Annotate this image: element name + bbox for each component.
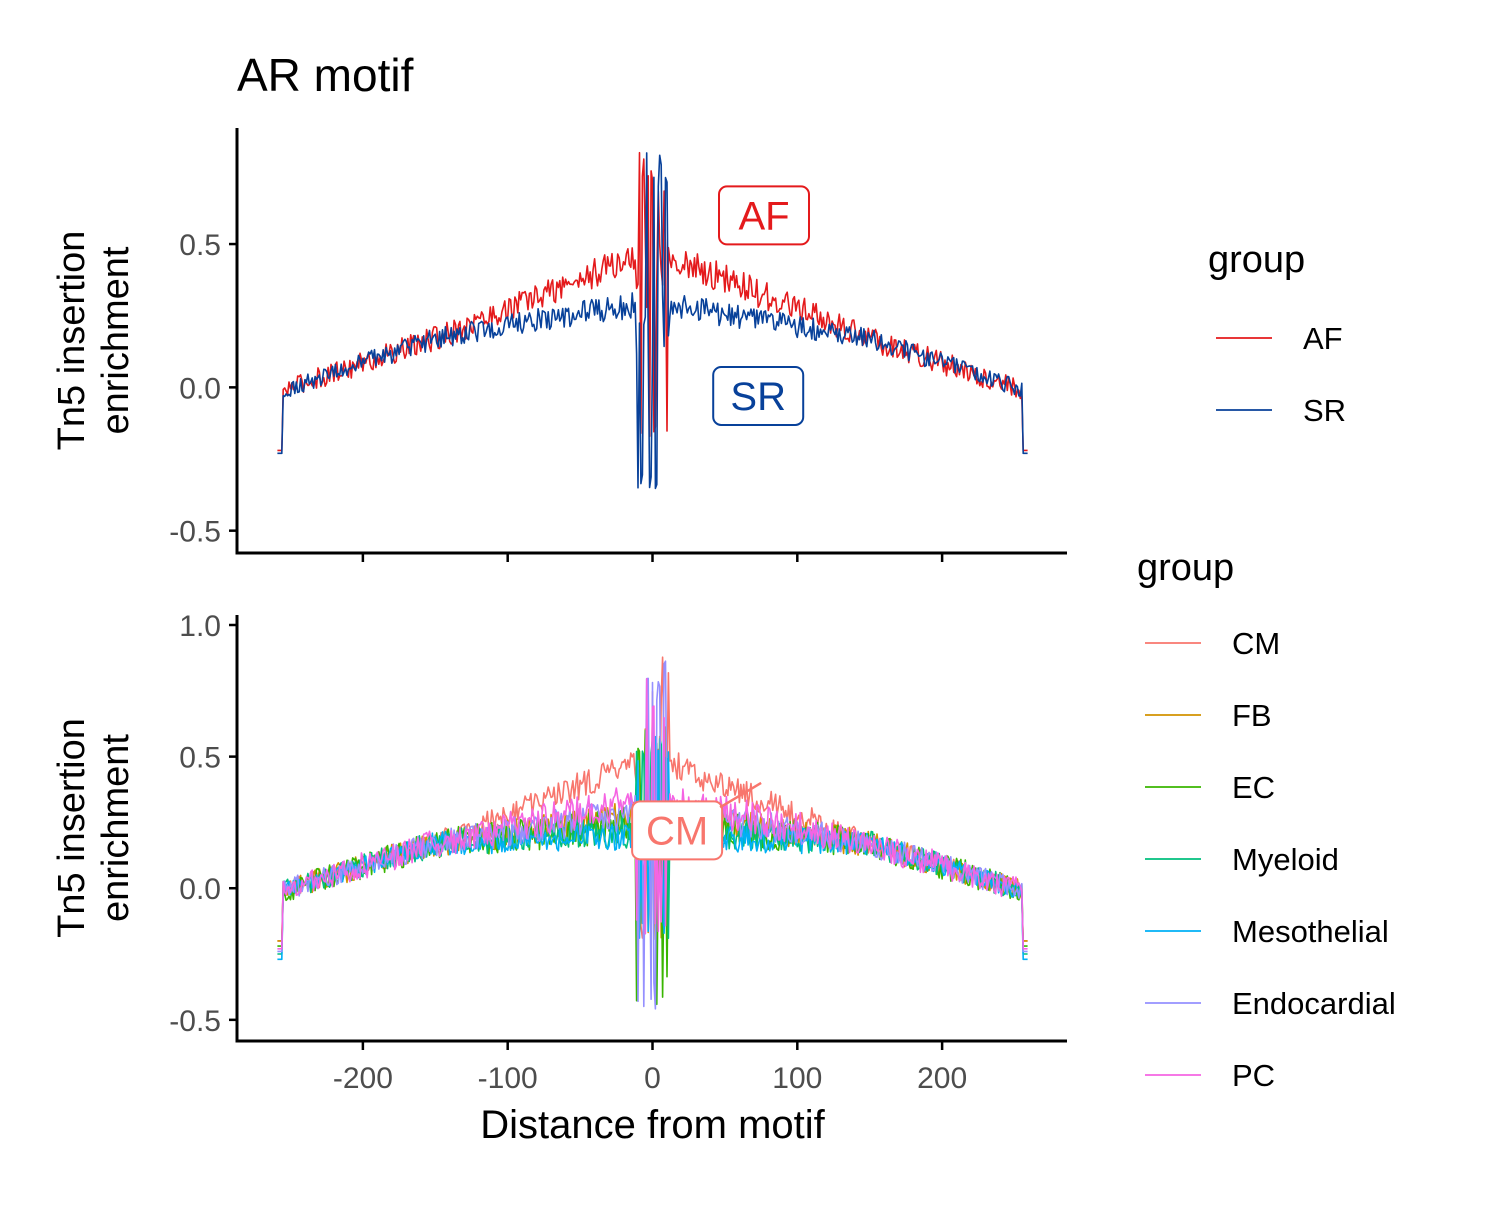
annotation-label-cm: CM	[646, 809, 708, 853]
y-axis-label: Tn5 insertionenrichment	[51, 231, 137, 451]
annotation-box	[631, 800, 724, 861]
y-tick-label: -0.5	[169, 1005, 221, 1038]
panel-bottom: -0.5 0.0 0.5 1.0 -200 -100 0 100 200 Tn5 insertio…	[51, 547, 1396, 1147]
panel-top: -0.5 0.0 0.5 Tn5 insertionenrichment AF SR gro…	[51, 128, 1346, 562]
annotation-label-sr: SR	[730, 375, 786, 419]
y-tick-label: -0.5	[169, 516, 221, 549]
legend-label-pc: PC	[1232, 1058, 1275, 1093]
legend-label-fb: FB	[1232, 698, 1272, 733]
y-tick-label: 1.0	[179, 610, 221, 643]
legend-label-af: AF	[1303, 321, 1343, 356]
legend-label-cm: CM	[1232, 626, 1280, 661]
legend-title: group	[1208, 239, 1305, 281]
x-tick-label: -100	[478, 1062, 538, 1095]
x-tick-label: 100	[772, 1062, 822, 1095]
legend-label-ec: EC	[1232, 770, 1275, 805]
series-line-pc	[277, 678, 1028, 950]
y-tick-label: 0.0	[179, 372, 221, 405]
chart-title: AR motif	[237, 49, 414, 101]
legend-label-myeloid: Myeloid	[1232, 842, 1339, 877]
legend-title: group	[1137, 547, 1234, 589]
annotation-box	[712, 365, 805, 426]
x-tick-label: 0	[644, 1062, 661, 1095]
y-tick-label: 0.5	[179, 742, 221, 775]
series-line-sr	[277, 152, 1028, 490]
annotation-box	[718, 185, 811, 246]
legend-label-endocardial: Endocardial	[1232, 986, 1396, 1021]
y-axis-label: Tn5 insertionenrichment	[51, 718, 137, 938]
legend-label-sr: SR	[1303, 393, 1346, 428]
x-tick-label: -200	[333, 1062, 393, 1095]
legend-label-mesothelial: Mesothelial	[1232, 914, 1389, 949]
y-tick-label: 0.5	[179, 229, 221, 262]
y-tick-label: 0.0	[179, 873, 221, 906]
annotation-leader	[719, 781, 762, 809]
x-axis-label: Distance from motif	[480, 1103, 825, 1147]
x-tick-label: 200	[917, 1062, 967, 1095]
annotation-label-af: AF	[738, 194, 789, 238]
